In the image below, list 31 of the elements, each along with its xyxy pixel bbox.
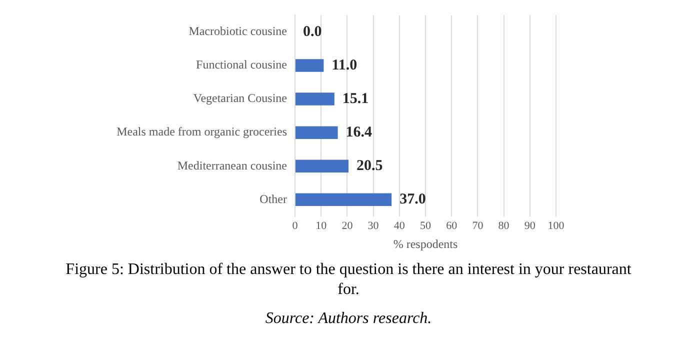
y-tick-label: Other (260, 192, 287, 206)
data-label: 37.0 (400, 192, 426, 208)
y-tick-label: Vegetarian Cousine (193, 91, 287, 106)
data-label: 11.0 (332, 57, 358, 74)
bar (296, 160, 349, 172)
bar (296, 193, 392, 206)
bar (296, 92, 334, 106)
x-tick-label: 30 (368, 220, 380, 232)
x-tick-label: 70 (472, 220, 484, 232)
data-label: 0.0 (303, 24, 322, 40)
y-tick-label: Functional cousine (196, 58, 287, 72)
x-tick-label: 90 (524, 220, 536, 232)
x-tick-label: 20 (342, 220, 354, 232)
source-note: Source: Authors research. (264, 310, 433, 328)
y-tick-label: Mediterranean cousine (177, 158, 287, 172)
x-tick-label: 0 (292, 220, 298, 232)
y-tick-label: Macrobiotic cousine (188, 24, 287, 38)
bar (296, 59, 324, 72)
y-tick-label: Meals made from organic groceries (116, 124, 288, 139)
data-label: 15.1 (342, 90, 369, 107)
data-label: 20.5 (356, 158, 383, 174)
caption: Figure 5: Distribution of the answer to the question is there an interest in your restaurant for. (64, 260, 632, 300)
x-axis-title: % respodents (393, 236, 458, 251)
bar (296, 126, 338, 139)
x-tick-label: 50 (420, 220, 432, 232)
x-tick-label: 60 (446, 220, 458, 232)
x-tick-label: 100 (548, 220, 565, 232)
x-tick-label: 10 (316, 220, 328, 232)
data-label: 16.4 (346, 124, 373, 140)
x-tick-label: 80 (498, 220, 510, 232)
x-tick-label: 40 (394, 220, 406, 232)
